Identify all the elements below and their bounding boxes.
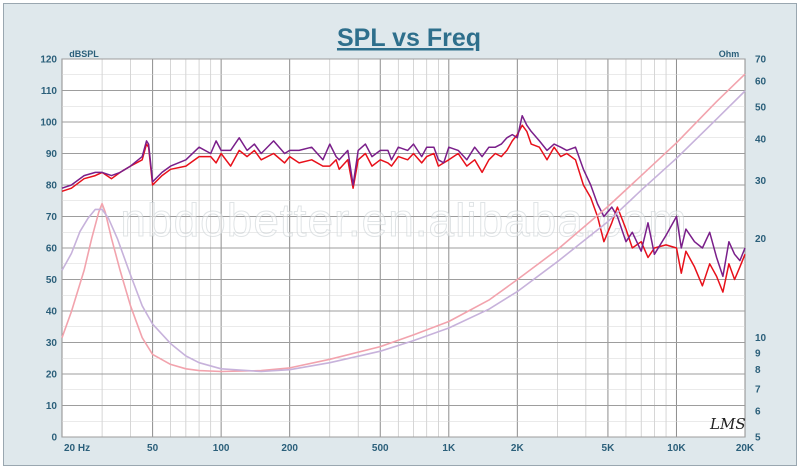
series-line-2 xyxy=(61,114,746,278)
left-axis-unit: dBSPL xyxy=(69,49,99,59)
left-axis-tick-label: 50 xyxy=(46,275,58,286)
x-axis-tick-label: 20 Hz xyxy=(64,443,90,454)
x-axis-tick-label: 2K xyxy=(511,443,525,454)
left-axis-tick-label: 80 xyxy=(46,181,58,192)
x-axis-tick-label: 10K xyxy=(667,443,686,454)
right-axis-tick-label: 20 xyxy=(755,234,767,245)
left-axis-tick-label: 70 xyxy=(46,212,58,223)
left-axis-tick-label: 10 xyxy=(46,401,58,412)
chart-title: SPL vs Freq xyxy=(337,24,481,52)
left-axis-tick-label: 100 xyxy=(40,118,57,129)
x-axis-tick-label: 200 xyxy=(281,443,298,454)
left-axis-tick-label: 0 xyxy=(51,433,57,444)
series-line-4 xyxy=(61,90,746,373)
x-axis-tick-label: 500 xyxy=(372,443,389,454)
x-axis-tick-label: 50 xyxy=(147,443,159,454)
left-axis-tick-label: 90 xyxy=(46,149,58,160)
right-axis-unit: Ohm xyxy=(719,49,740,59)
left-axis-tick-label: 40 xyxy=(46,307,58,318)
chart-frame: SPL vs Freq dBSPL Ohm nbdobetter.en.alib… xyxy=(3,3,797,466)
x-axis-tick-label: 100 xyxy=(213,443,230,454)
x-axis-tick-label: 5K xyxy=(602,443,616,454)
right-axis-tick-label: 40 xyxy=(755,135,767,146)
lms-signature: LMS xyxy=(709,415,746,433)
plot-layer: nbdobetter.en.alibaba.com010203040506070… xyxy=(40,55,766,455)
left-axis-tick-label: 20 xyxy=(46,370,58,381)
right-axis-tick-label: 5 xyxy=(755,433,761,444)
right-axis-tick-label: 7 xyxy=(755,384,761,395)
right-axis-tick-label: 10 xyxy=(755,333,767,344)
right-axis-tick-label: 30 xyxy=(755,176,767,187)
left-axis-tick-label: 110 xyxy=(41,86,58,97)
series-line-3 xyxy=(61,73,746,373)
right-axis-tick-label: 60 xyxy=(755,77,767,88)
right-axis-tick-label: 9 xyxy=(755,348,761,359)
right-axis-tick-label: 8 xyxy=(755,365,761,376)
right-axis-tick-label: 50 xyxy=(755,103,767,114)
spl-vs-freq-chart: SPL vs Freq dBSPL Ohm nbdobetter.en.alib… xyxy=(40,24,766,455)
x-axis-tick-label: 20K xyxy=(736,443,755,454)
left-axis-tick-label: 120 xyxy=(40,55,57,66)
left-axis-tick-label: 30 xyxy=(46,338,58,349)
left-axis-tick-label: 60 xyxy=(46,244,58,255)
right-axis-tick-label: 6 xyxy=(755,406,761,417)
x-axis-tick-label: 1K xyxy=(442,443,456,454)
right-axis-tick-label: 70 xyxy=(755,55,767,66)
